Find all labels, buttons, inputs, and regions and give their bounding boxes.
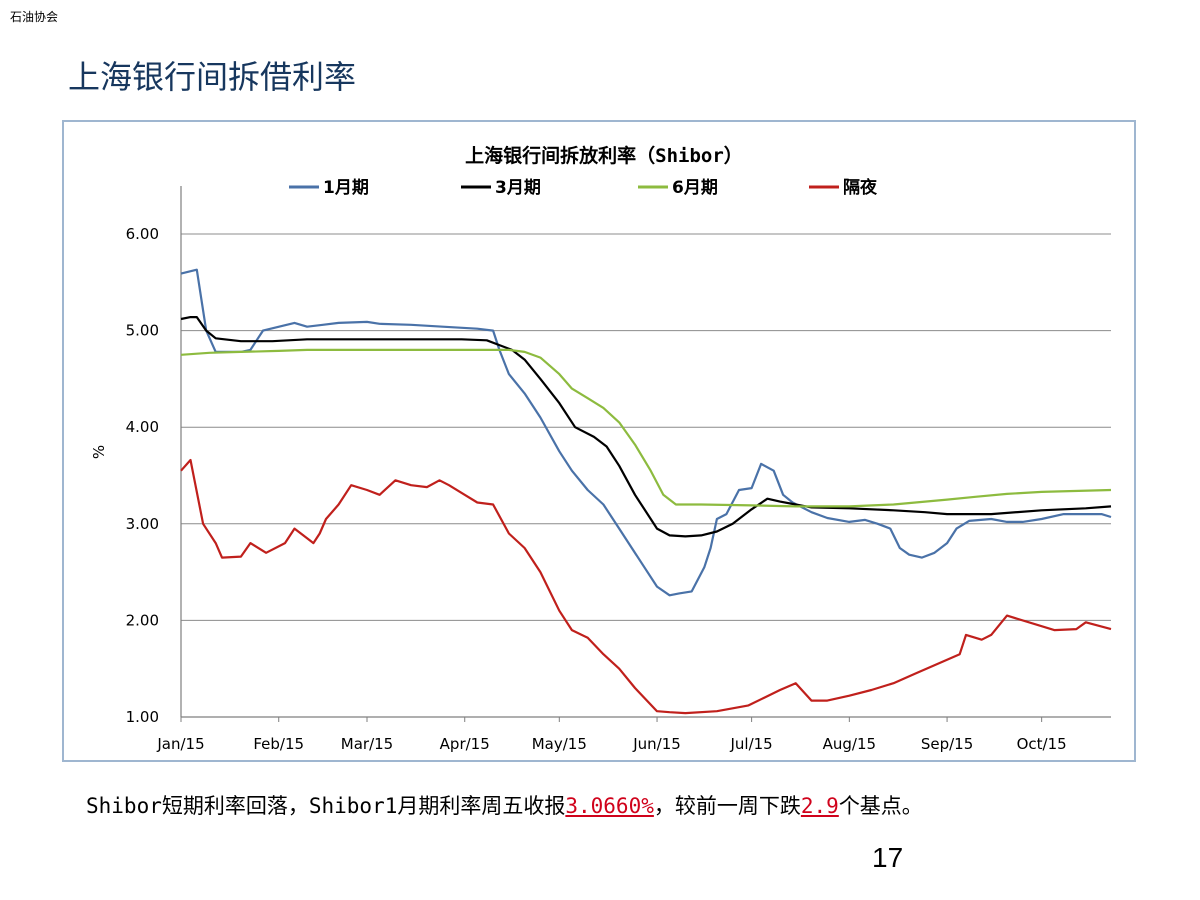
chart-container: 上海银行间拆放利率（Shibor） 1月期 3月期 6月期 隔夜 1.00 2.00 3.… [62,120,1136,762]
series-line [180,316,1112,538]
y-axis-label: % [90,445,108,459]
x-tick-label: Jun/15 [632,735,681,753]
x-tick-label: Mar/15 [341,735,393,753]
org-name: 石油协会 [10,10,59,24]
y-axis-ticks: 1.00 2.00 3.00 4.00 5.00 6.00 [126,225,159,726]
x-tick-label: May/15 [532,735,587,753]
series-line [180,348,1112,508]
legend-label: 6月期 [672,178,718,198]
chart-gridlines [181,233,1111,718]
chart-legend: 1月期 3月期 6月期 隔夜 [289,177,878,198]
y-tick-label: 3.00 [126,515,159,533]
x-tick-label: Jul/15 [729,735,772,753]
x-tick-label: Sep/15 [921,735,973,753]
x-tick-label: Aug/15 [823,735,876,753]
caption-text-3: 个基点。 [838,794,923,818]
legend-label: 隔夜 [843,177,878,198]
x-tick-label: Oct/15 [1017,735,1067,753]
series-line [180,268,1112,597]
shibor-line-chart: 上海银行间拆放利率（Shibor） 1月期 3月期 6月期 隔夜 1.00 2.00 3.… [90,144,1112,753]
x-tick-label: Jan/15 [156,735,204,753]
caption-text-1: Shibor短期利率回落，Shibor1月期利率周五收报 [86,794,566,818]
y-tick-label: 5.00 [126,322,159,340]
legend-label: 1月期 [323,178,369,198]
x-axis-ticks: Jan/15 Feb/15 Mar/15 Apr/15 May/15 Jun/15 Jul/… [156,717,1067,753]
y-tick-label: 1.00 [126,708,159,726]
chart-series [180,268,1112,715]
chart-title: 上海银行间拆放利率（Shibor） [465,144,743,167]
y-tick-label: 6.00 [126,225,159,243]
x-tick-label: Apr/15 [440,735,490,753]
series-line [180,458,1112,715]
x-tick-label: Feb/15 [253,735,304,753]
caption-text-2: ，较前一周下跌 [653,794,801,818]
page-title: 上海银行间拆借利率 [68,58,357,96]
y-tick-label: 4.00 [126,418,159,436]
caption-rate-value: 3.0660% [565,794,654,818]
page-number: 17 [872,842,904,873]
chart-axes [180,186,1111,718]
caption: Shibor短期利率回落，Shibor1月期利率周五收报3.0660%，较前一周… [86,790,923,820]
y-tick-label: 2.00 [126,611,159,629]
caption-bp-value: 2.9 [800,794,839,818]
legend-label: 3月期 [495,178,541,198]
